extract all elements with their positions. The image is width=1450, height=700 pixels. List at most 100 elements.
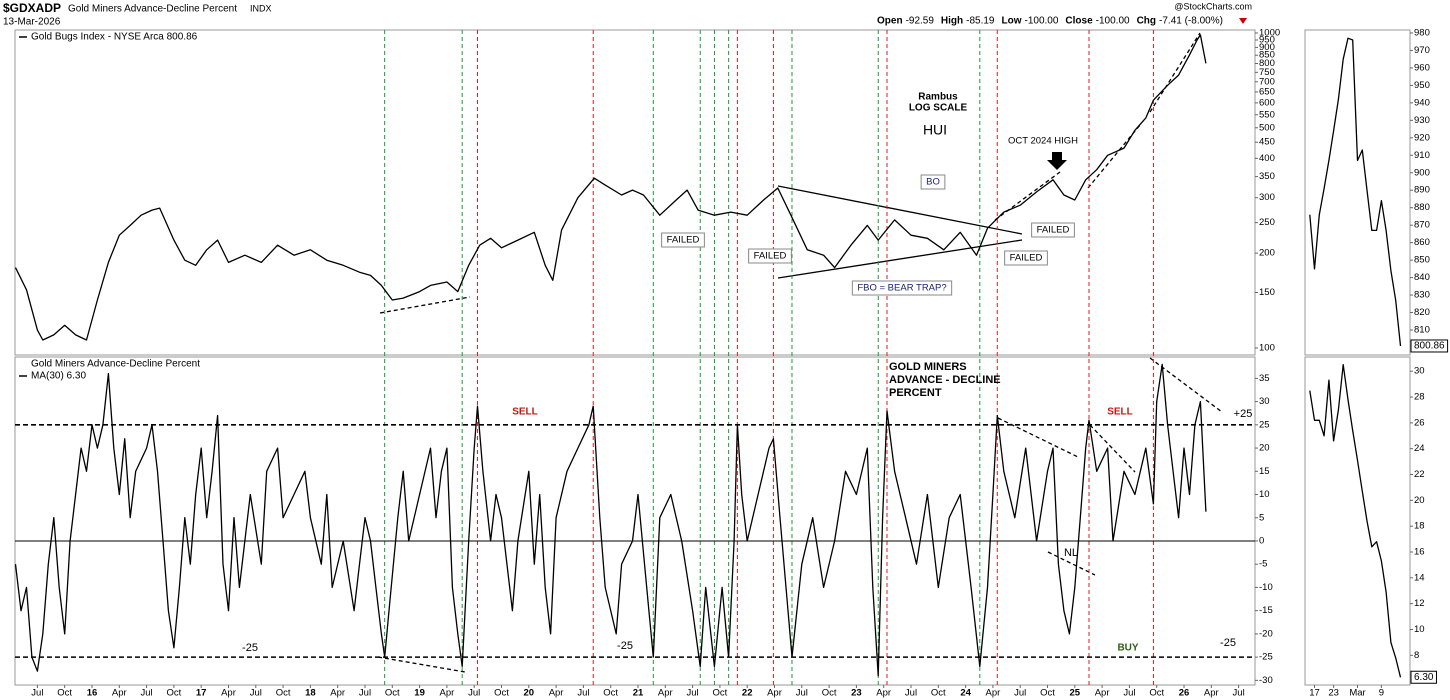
annotation: LOG SCALE xyxy=(909,103,968,114)
y-tick-label: 850 xyxy=(1259,50,1275,61)
ohlc-value: -100.00 xyxy=(1096,16,1130,27)
x-tick-label: 17 xyxy=(1309,688,1320,699)
x-tick-label: Oct xyxy=(822,688,837,699)
y-tick-label: 8 xyxy=(1414,650,1419,661)
y-tick-label: 840 xyxy=(1414,272,1430,283)
y-tick-label: 24 xyxy=(1414,443,1425,454)
annotation: FAILED xyxy=(1037,225,1070,236)
y-tick-label: 820 xyxy=(1414,307,1430,318)
x-tick-label: Oct xyxy=(603,688,618,699)
zoom-price-panel xyxy=(1304,29,1411,356)
x-tick-label: Jul xyxy=(359,688,371,699)
x-tick-label: Apr xyxy=(439,688,454,699)
y-tick-label: 10 xyxy=(1259,489,1270,500)
y-tick-label: 10 xyxy=(1414,624,1425,635)
x-tick-label: 23 xyxy=(1328,688,1339,699)
y-tick-label: 12 xyxy=(1414,598,1425,609)
arrow xyxy=(1047,152,1067,170)
x-tick-label: Jul xyxy=(796,688,808,699)
y-tick-label: 750 xyxy=(1259,67,1275,78)
y-tick-label: 500 xyxy=(1259,122,1275,133)
data-line xyxy=(1309,37,1402,347)
y-tick-label: 16 xyxy=(1414,547,1425,558)
y-tick-label: 400 xyxy=(1259,153,1275,164)
x-tick-label: Jul xyxy=(1014,688,1026,699)
annotation-box xyxy=(748,248,792,264)
y-tick-label: 15 xyxy=(1259,466,1270,477)
x-tick-label: 22 xyxy=(742,688,753,699)
x-tick-label: Jul xyxy=(1233,688,1245,699)
x-tick-label: 23 xyxy=(851,688,862,699)
panel-title: Gold Miners Advance-Decline Percent xyxy=(31,359,200,370)
y-tick-label: 300 xyxy=(1259,192,1275,203)
y-tick-label: 960 xyxy=(1414,62,1430,73)
annotation: FAILED xyxy=(1010,253,1043,264)
x-tick-label: 16 xyxy=(87,688,98,699)
annotation: SELL xyxy=(1107,407,1133,418)
source: @StockCharts.com xyxy=(1174,1,1252,11)
y-tick-label: 890 xyxy=(1414,185,1430,196)
x-tick-label: 17 xyxy=(196,688,207,699)
y-tick-label: 870 xyxy=(1414,220,1430,231)
ohlc-label: Open xyxy=(877,16,903,27)
x-tick-label: Apr xyxy=(330,688,345,699)
y-tick-label: 600 xyxy=(1259,97,1275,108)
y-tick-label: -25 xyxy=(1259,652,1273,663)
y-tick-label: 100 xyxy=(1259,342,1275,353)
x-tick-label: Apr xyxy=(658,688,673,699)
x-tick-label: Apr xyxy=(767,688,782,699)
annotation: FBO = BEAR TRAP? xyxy=(857,283,946,294)
x-tick-label: Jul xyxy=(1123,688,1135,699)
y-tick-label: 5 xyxy=(1259,512,1264,523)
x-tick-label: Jul xyxy=(468,688,480,699)
annotation-box xyxy=(920,174,946,190)
trend-line xyxy=(1047,551,1096,576)
y-tick-label: 18 xyxy=(1414,521,1425,532)
x-tick-label: Oct xyxy=(494,688,509,699)
annotation: SELL xyxy=(512,407,538,418)
y-tick-label: 14 xyxy=(1414,572,1425,583)
y-tick-label: 550 xyxy=(1259,109,1275,120)
x-tick-label: Jul xyxy=(577,688,589,699)
down-triangle xyxy=(1239,18,1247,24)
y-tick-label: 150 xyxy=(1259,287,1275,298)
x-tick-label: Apr xyxy=(549,688,564,699)
trend-line xyxy=(379,296,471,314)
y-tick-label: 650 xyxy=(1259,86,1275,97)
x-tick-label: Jul xyxy=(250,688,262,699)
y-tick-label: 900 xyxy=(1414,167,1430,178)
x-tick-label: Jul xyxy=(141,688,153,699)
last-value-label: 6.30 xyxy=(1414,672,1434,683)
exchange: INDX xyxy=(250,3,272,13)
annotation: -25 xyxy=(242,642,258,654)
y-tick-label: 900 xyxy=(1259,42,1275,53)
y-tick-label: 30 xyxy=(1259,396,1270,407)
y-tick-label: 250 xyxy=(1259,217,1275,228)
y-tick-label: 350 xyxy=(1259,171,1275,182)
legend-entry: Gold Bugs Index - NYSE Arca 800.86 xyxy=(31,32,198,43)
x-tick-label: Mar xyxy=(1349,688,1365,699)
y-tick-label: 860 xyxy=(1414,237,1430,248)
ohlc-label: Close xyxy=(1065,16,1093,27)
x-tick-label: Oct xyxy=(385,688,400,699)
y-tick-label: 0 xyxy=(1259,535,1264,546)
y-tick-label: 980 xyxy=(1414,27,1430,38)
annotation: OCT 2024 HIGH xyxy=(1008,136,1078,147)
annotation: FAILED xyxy=(667,235,700,246)
y-tick-label: 950 xyxy=(1259,35,1275,46)
last-value-box xyxy=(1410,670,1437,684)
trend-line xyxy=(1089,424,1136,473)
last-value-box xyxy=(1410,339,1449,353)
data-line xyxy=(14,363,1207,677)
trend-line xyxy=(1149,357,1223,413)
x-tick-label: 9 xyxy=(1379,688,1384,699)
trend-line xyxy=(377,656,466,673)
ohlc-value: -92.59 xyxy=(906,16,935,27)
price-panel xyxy=(14,29,1256,356)
y-tick-label: 26 xyxy=(1414,417,1425,428)
annotation-box xyxy=(1004,250,1048,266)
x-tick-label: Oct xyxy=(57,688,72,699)
y-tick-label: 22 xyxy=(1414,469,1425,480)
annotation: GOLD MINERS xyxy=(889,361,967,373)
trend-line xyxy=(997,417,1079,458)
